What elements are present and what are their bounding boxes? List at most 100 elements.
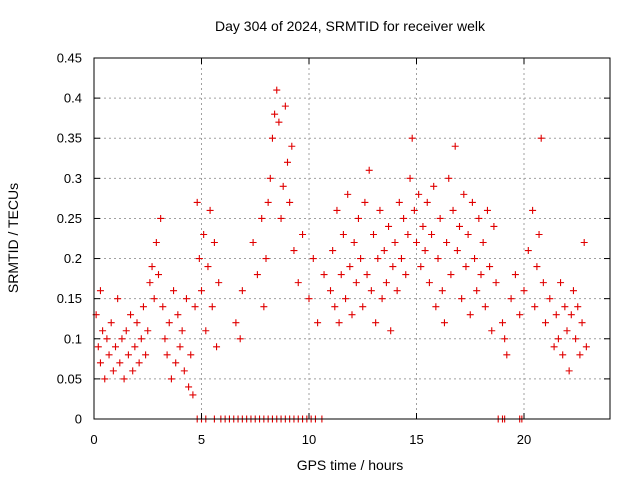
data-point: [253, 271, 261, 279]
data-point: [423, 198, 431, 206]
data-point: [372, 319, 380, 327]
data-point: [531, 303, 539, 311]
data-point: [159, 303, 167, 311]
data-point: [468, 198, 476, 206]
data-point: [443, 239, 451, 247]
data-point: [578, 319, 586, 327]
data-point: [421, 247, 429, 255]
data-point: [185, 383, 193, 391]
data-point: [137, 335, 145, 343]
data-point: [127, 311, 135, 319]
data-point: [552, 311, 560, 319]
data-point: [163, 351, 171, 359]
data-point: [400, 214, 408, 222]
data-point: [94, 343, 102, 351]
data-point: [370, 230, 377, 238]
data-point: [135, 359, 143, 367]
y-tick-label: 0.2: [64, 251, 82, 266]
data-point: [277, 214, 285, 222]
data-point: [167, 375, 175, 383]
data-point: [208, 303, 216, 311]
x-tick-label: 0: [90, 432, 97, 447]
data-point: [385, 222, 393, 230]
data-point: [142, 351, 150, 359]
data-point: [557, 279, 565, 287]
data-point: [542, 319, 549, 327]
data-point: [363, 271, 371, 279]
y-tick-label: 0.4: [64, 91, 82, 106]
data-point: [389, 263, 397, 271]
data-point: [449, 206, 457, 214]
data-point: [563, 327, 571, 335]
data-point: [393, 287, 401, 295]
data-point: [546, 295, 554, 303]
data-point: [187, 351, 195, 359]
data-point: [337, 271, 345, 279]
data-point: [279, 182, 287, 190]
data-point: [238, 287, 246, 295]
data-point: [475, 214, 483, 222]
data-point: [537, 134, 545, 142]
data-point: [342, 295, 350, 303]
data-point: [580, 239, 588, 247]
data-point: [490, 222, 498, 230]
data-point: [262, 255, 270, 263]
data-point: [550, 343, 558, 351]
data-point: [419, 222, 427, 230]
y-tick-label: 0.1: [64, 331, 82, 346]
data-point: [133, 319, 141, 327]
data-point: [198, 287, 205, 295]
data-point: [204, 263, 212, 271]
data-point: [96, 287, 104, 295]
y-tick-label: 0.05: [57, 371, 82, 386]
grid: [94, 58, 610, 419]
y-axis-label: SRMTID / TECUs: [5, 183, 21, 293]
data-point: [445, 174, 453, 182]
data-point: [483, 206, 491, 214]
data-point: [105, 351, 113, 359]
data-point: [114, 295, 122, 303]
data-point: [180, 367, 188, 375]
data-point: [479, 239, 487, 247]
data-point: [516, 311, 524, 319]
plot-frame: [93, 57, 611, 420]
data-point: [376, 206, 384, 214]
data-point: [260, 303, 268, 311]
data-point: [352, 279, 360, 287]
data-point: [129, 367, 137, 375]
y-tick-label: 0.25: [57, 211, 82, 226]
data-point: [122, 327, 130, 335]
data-point: [327, 287, 334, 295]
data-point: [413, 239, 420, 247]
data-point: [200, 230, 208, 238]
data-point: [440, 319, 448, 327]
data-point: [576, 351, 584, 359]
data-point: [350, 239, 358, 247]
data-point: [210, 239, 218, 247]
data-point: [499, 319, 506, 327]
data-point: [96, 359, 104, 367]
data-point: [107, 319, 115, 327]
data-point: [367, 287, 375, 295]
data-point: [314, 319, 322, 327]
data-point: [299, 230, 307, 238]
data-point: [391, 239, 399, 247]
data-point: [118, 335, 126, 343]
y-tick-label: 0.35: [57, 131, 82, 146]
data-point: [365, 166, 373, 174]
data-point: [460, 190, 468, 198]
data-point: [294, 279, 302, 287]
data-point: [529, 206, 537, 214]
data-point: [258, 214, 266, 222]
x-tick-label: 15: [409, 432, 423, 447]
data-point: [567, 311, 575, 319]
data-point: [511, 271, 519, 279]
y-tick-label: 0.15: [57, 291, 82, 306]
data-point: [116, 359, 124, 367]
data-point: [481, 303, 489, 311]
data-point: [284, 158, 291, 166]
data-point: [378, 295, 386, 303]
data-point: [215, 279, 223, 287]
y-tick-label: 0: [75, 412, 82, 427]
